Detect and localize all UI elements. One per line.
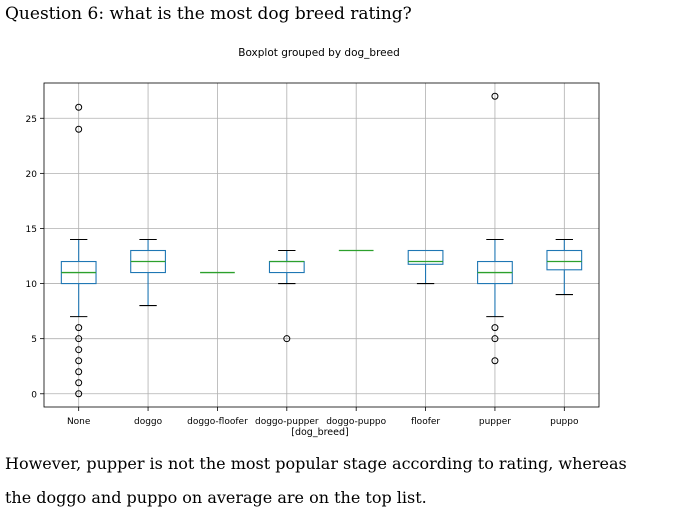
outlier-point — [491, 324, 499, 332]
outlier-point — [75, 368, 83, 376]
y-tick-label: 10 — [26, 280, 38, 290]
x-tick-label: puppo — [550, 417, 579, 427]
x-tick-label: pupper — [479, 417, 511, 427]
outlier-point — [75, 103, 83, 111]
y-axis: 0 5 10 15 20 25 — [26, 115, 44, 400]
outlier-point — [75, 346, 83, 354]
box-doggo — [130, 238, 166, 307]
y-tick-label: 15 — [26, 225, 37, 235]
outlier-point — [75, 335, 83, 343]
outlier-point — [283, 335, 291, 343]
question-heading: Question 6: what is the most dog breed r… — [5, 4, 412, 24]
x-tick-label: None — [67, 417, 91, 427]
outlier-point — [75, 390, 83, 398]
paragraph-line-1: However, pupper is not the most popular … — [5, 454, 627, 473]
outlier-point — [491, 92, 499, 100]
boxplot-chart: Boxplot grouped by dog_breed 0 5 10 15 20 25 … — [0, 36, 692, 446]
x-tick-label: doggo — [134, 417, 163, 427]
y-tick-label: 25 — [26, 115, 37, 125]
x-tick-label: doggo-floofer — [187, 417, 248, 427]
box-body — [407, 249, 444, 265]
box-pupper — [477, 92, 513, 365]
y-tick-label: 20 — [26, 170, 38, 180]
outlier-point — [491, 335, 499, 343]
chart-title: Boxplot grouped by dog_breed — [238, 47, 400, 59]
plot-frame — [43, 82, 600, 408]
paragraph-line-2: the doggo and puppo on average are on th… — [5, 488, 427, 507]
grid-layer — [44, 83, 599, 407]
box-puppo — [546, 238, 583, 296]
box-floofer — [407, 249, 444, 285]
boxplot-svg: Boxplot grouped by dog_breed 0510152025 … — [26, 47, 600, 438]
outlier-point — [491, 357, 499, 365]
box-doggo-pupper — [268, 249, 305, 343]
x-tick-label: floofer — [411, 417, 440, 427]
y-tick-label: 0 — [31, 390, 37, 400]
x-axis-label: [dog_breed] — [291, 427, 348, 438]
boxes-layer — [60, 92, 583, 398]
box-None — [60, 103, 97, 398]
y-tick-label: 5 — [31, 335, 37, 345]
outlier-point — [75, 125, 83, 133]
conclusion-paragraph: However, pupper is not the most popular … — [5, 447, 691, 515]
x-axis: None doggo doggo-floofer doggo-pupper doggo-… — [67, 407, 579, 427]
outlier-point — [75, 357, 83, 365]
x-tick-label: doggo-pupper — [255, 417, 319, 427]
outlier-point — [75, 379, 83, 387]
x-tick-label: doggo-puppo — [326, 417, 386, 427]
outlier-point — [75, 324, 83, 332]
